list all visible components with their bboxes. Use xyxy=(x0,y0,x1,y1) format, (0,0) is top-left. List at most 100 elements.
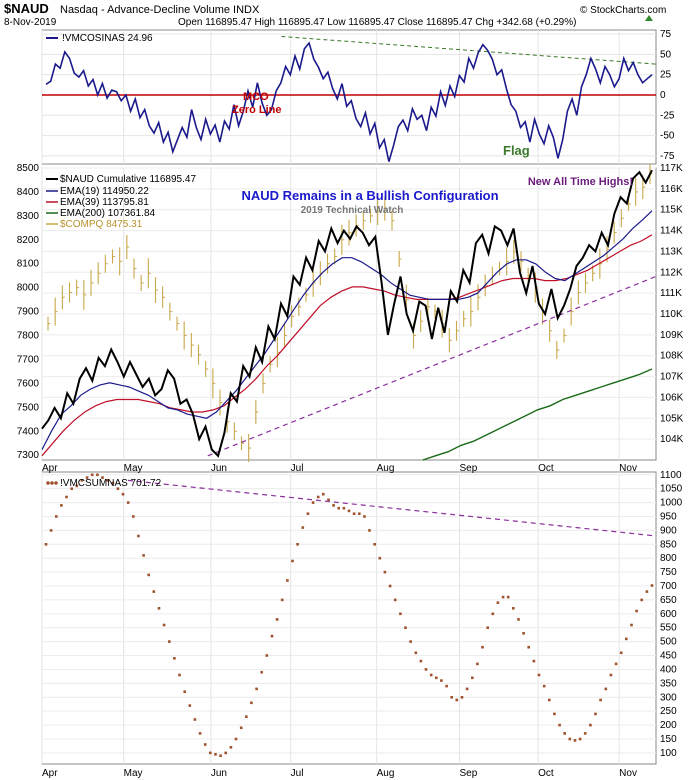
sum-point xyxy=(80,479,84,482)
sum-point xyxy=(198,732,202,735)
naud-ytick-left: 8200 xyxy=(17,235,40,246)
sum-point xyxy=(455,698,459,702)
sum-point xyxy=(471,676,474,680)
sum-point xyxy=(270,634,274,638)
sum-point xyxy=(635,609,638,613)
sum-point xyxy=(604,687,608,691)
mco-ytick: -75 xyxy=(660,151,675,162)
sum-point xyxy=(583,732,587,735)
naud-ytick-right: 116K xyxy=(660,184,683,195)
sum-point xyxy=(429,673,433,677)
grid-layer xyxy=(41,30,656,764)
ema39-line xyxy=(41,234,653,457)
sum-point xyxy=(578,737,582,741)
sum-point xyxy=(106,479,109,482)
sum-point xyxy=(219,754,222,757)
sum-point xyxy=(650,584,654,587)
sum-point xyxy=(142,554,145,557)
index-name: Nasdaq - Advance-Decline Volume INDX xyxy=(60,4,260,16)
sum-point xyxy=(599,698,602,702)
sum-legend: !VMCSUMNAS 701.72 xyxy=(60,478,162,489)
symbol-title: $NAUD xyxy=(4,1,49,16)
sum-point xyxy=(301,526,305,529)
mco-label: MCO xyxy=(243,91,269,103)
sum-point xyxy=(60,504,63,507)
sum-point xyxy=(481,645,484,649)
sum-ytick: 200 xyxy=(660,720,677,731)
sum-point xyxy=(173,657,176,660)
sum-point xyxy=(501,595,505,599)
month-label-may: May xyxy=(124,463,143,474)
naud-line xyxy=(41,169,653,458)
sum-ytick: 650 xyxy=(660,595,677,606)
sum-point xyxy=(630,623,633,627)
sum-point xyxy=(157,607,161,610)
mco-ytick: 25 xyxy=(660,70,672,81)
sum-point xyxy=(147,573,150,577)
sum-point xyxy=(404,626,407,629)
sum-point xyxy=(168,640,171,643)
mco-ytick: -50 xyxy=(660,131,675,142)
mco-ytick: 50 xyxy=(660,49,672,60)
sum-ytick: 1050 xyxy=(660,484,683,495)
naud-ytick-left: 7500 xyxy=(17,402,40,413)
sum-point xyxy=(332,504,335,507)
sum-point xyxy=(234,737,238,741)
sum-ytick: 800 xyxy=(660,553,677,564)
sum-ytick: 400 xyxy=(660,664,677,675)
sum-ytick: 300 xyxy=(660,692,677,703)
naud-trendline xyxy=(207,275,657,457)
new-highs-label: New All Time Highs! xyxy=(528,176,633,188)
sum-ytick: 1000 xyxy=(660,498,683,509)
naud-ytick-left: 7800 xyxy=(17,331,40,342)
naud-title: NAUD Remains in a Bullish Configuration xyxy=(241,188,498,203)
sum-point xyxy=(342,506,346,510)
month-label-jun: Jun xyxy=(211,463,227,474)
sum-ytick: 100 xyxy=(660,748,677,759)
naud-ytick-right: 112K xyxy=(660,267,683,278)
sum-point xyxy=(337,506,340,510)
sum-point xyxy=(532,659,536,663)
naud-ytick-right: 109K xyxy=(660,330,684,341)
sum-point xyxy=(265,654,269,657)
sum-point xyxy=(296,543,299,546)
sum-point xyxy=(512,607,515,610)
month-label-bottom-jul: Jul xyxy=(291,768,304,779)
sum-point xyxy=(209,751,212,755)
panel1-frame xyxy=(41,29,657,165)
sum-point xyxy=(85,476,89,479)
sum-ytick: 850 xyxy=(660,539,677,550)
mco-line xyxy=(45,41,653,162)
sum-point xyxy=(70,487,73,490)
naud-ytick-right: 111K xyxy=(660,288,682,299)
naud-subtitle: 2019 Technical Watch xyxy=(301,205,404,216)
ema200-line xyxy=(422,368,653,461)
sum-point xyxy=(614,662,618,666)
sum-ytick: 500 xyxy=(660,637,677,648)
sum-trendline xyxy=(127,479,657,537)
sum-point xyxy=(419,659,423,663)
sum-point xyxy=(250,701,253,705)
sum-point xyxy=(435,676,438,680)
month-label-jul: Jul xyxy=(291,463,304,474)
sum-ytick: 450 xyxy=(660,651,677,662)
sum-point xyxy=(111,481,115,485)
legend-ema19: EMA(19) 114950.22 xyxy=(60,186,149,197)
sum-point xyxy=(116,487,120,490)
sum-point xyxy=(568,737,572,741)
sum-point xyxy=(96,473,99,477)
sum-point xyxy=(306,512,310,515)
naud-ytick-left: 8500 xyxy=(17,163,40,174)
sum-ytick: 600 xyxy=(660,609,677,620)
sum-point xyxy=(548,698,551,702)
month-label-bottom-may: May xyxy=(124,768,143,779)
sum-point xyxy=(625,637,628,641)
axis-layer: Apr Apr May May Jun Jun Jul Jul Aug Aug Sep Sep Oct O… xyxy=(17,29,684,779)
sum-point xyxy=(352,512,356,515)
sum-point xyxy=(368,529,371,532)
sum-point xyxy=(152,590,156,593)
month-label-bottom-aug: Aug xyxy=(377,768,395,779)
sum-point xyxy=(486,626,489,629)
sum-point xyxy=(44,543,48,546)
mco-legend: !VMCOSINAS 24.96 xyxy=(62,33,153,44)
